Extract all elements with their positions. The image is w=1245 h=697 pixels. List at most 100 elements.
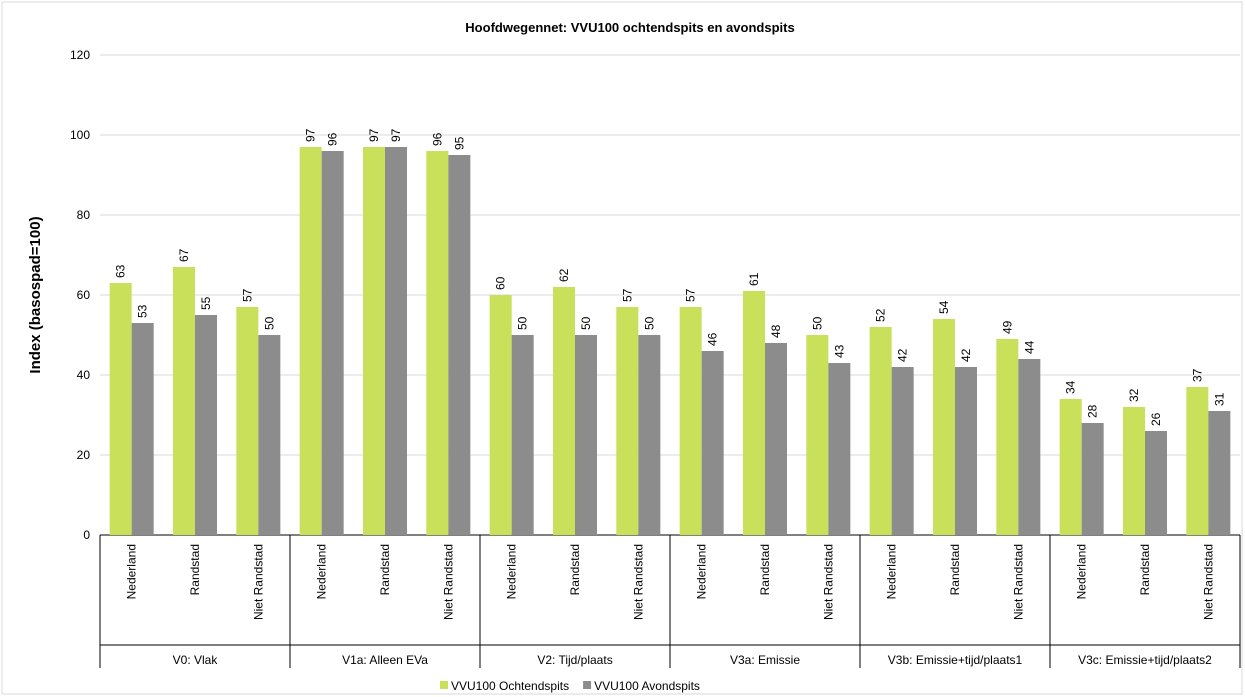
data-label: 49: [1000, 320, 1014, 334]
data-label: 28: [1086, 404, 1100, 418]
data-label: 97: [304, 128, 318, 142]
data-label: 62: [557, 268, 571, 282]
data-label: 97: [389, 128, 403, 142]
data-label: 32: [1127, 388, 1141, 402]
x-tick-label: Niet Randstad: [441, 544, 455, 620]
bar: [236, 307, 259, 535]
group-label: V0: Vlak: [173, 653, 219, 667]
data-label: 57: [684, 288, 698, 302]
bar: [109, 283, 132, 535]
x-tick-label: Niet Randstad: [1011, 544, 1025, 620]
bar: [1018, 359, 1041, 535]
data-label: 95: [452, 136, 466, 150]
data-label: 48: [769, 324, 783, 338]
group-label: V1a: Alleen EVa: [342, 653, 428, 667]
data-label: 43: [832, 344, 846, 358]
y-tick-label: 40: [77, 368, 91, 382]
bar: [701, 351, 724, 535]
data-label: 50: [262, 316, 276, 330]
data-label: 60: [494, 276, 508, 290]
bar: [448, 155, 471, 535]
bar: [299, 147, 322, 535]
bar: [553, 287, 575, 535]
bar: [765, 343, 787, 535]
bar: [1081, 423, 1104, 535]
data-label: 31: [1212, 392, 1226, 406]
bar: [385, 147, 407, 535]
bar: [363, 147, 385, 535]
data-label: 37: [1190, 368, 1204, 382]
data-label: 53: [136, 304, 150, 318]
x-tick-label: Randstad: [188, 544, 202, 595]
bar: [996, 339, 1019, 535]
bar: [1123, 407, 1145, 535]
x-tick-label: Niet Randstad: [1201, 544, 1215, 620]
data-label: 50: [579, 316, 593, 330]
data-label: 67: [177, 248, 191, 262]
data-label: 42: [959, 348, 973, 362]
bar: [743, 291, 765, 535]
x-tick-label: Nederland: [695, 544, 709, 599]
bar: [489, 295, 512, 535]
data-label: 50: [516, 316, 530, 330]
data-label: 97: [367, 128, 381, 142]
bar: [426, 151, 449, 535]
group-label: V3b: Emissie+tijd/plaats1: [888, 653, 1023, 667]
data-label: 42: [896, 348, 910, 362]
bar: [575, 335, 597, 535]
bar: [869, 327, 892, 535]
bar: [511, 335, 534, 535]
x-tick-label: Randstad: [378, 544, 392, 595]
bar: [806, 335, 829, 535]
y-axis-label: Index (basospad=100): [27, 216, 44, 373]
data-label: 52: [874, 308, 888, 322]
x-tick-label: Nederland: [885, 544, 899, 599]
data-label: 50: [642, 316, 656, 330]
legend-swatch: [583, 681, 592, 689]
data-label: 57: [620, 288, 634, 302]
bar: [891, 367, 914, 535]
data-label: 96: [326, 132, 340, 146]
legend-label: VVU100 Avondspits: [594, 679, 700, 693]
bar: [1208, 411, 1231, 535]
bar: [616, 307, 639, 535]
x-tick-label: Randstad: [568, 544, 582, 595]
y-tick-label: 20: [77, 448, 91, 462]
y-tick-label: 0: [83, 528, 90, 542]
bar: [679, 307, 702, 535]
data-label: 63: [114, 264, 128, 278]
bar: [195, 315, 217, 535]
x-tick-label: Nederland: [125, 544, 139, 599]
bar: [258, 335, 281, 535]
group-label: V2: Tijd/plaats: [537, 653, 612, 667]
x-tick-label: Randstad: [948, 544, 962, 595]
bar: [955, 367, 977, 535]
bar: [1186, 387, 1209, 535]
x-tick-label: Nederland: [315, 544, 329, 599]
y-tick-label: 120: [70, 48, 90, 62]
data-label: 57: [240, 288, 254, 302]
bar: [1059, 399, 1082, 535]
data-label: 55: [199, 296, 213, 310]
x-tick-label: Nederland: [505, 544, 519, 599]
legend-swatch: [440, 681, 448, 689]
data-label: 61: [747, 272, 761, 286]
y-tick-label: 80: [77, 208, 91, 222]
chart-title: Hoofdwegennet: VVU100 ochtendspits en av…: [465, 20, 794, 35]
bar: [638, 335, 661, 535]
group-label: V3a: Emissie: [730, 653, 800, 667]
data-label: 96: [430, 132, 444, 146]
bar: [933, 319, 955, 535]
legend-label: VVU100 Ochtendspits: [451, 679, 569, 693]
y-tick-label: 100: [70, 128, 90, 142]
x-tick-label: Niet Randstad: [821, 544, 835, 620]
bar: [321, 151, 344, 535]
x-tick-label: Randstad: [758, 544, 772, 595]
bar: [131, 323, 154, 535]
data-label: 50: [810, 316, 824, 330]
x-tick-label: Niet Randstad: [251, 544, 265, 620]
bar: [828, 363, 851, 535]
data-label: 44: [1022, 340, 1036, 354]
data-label: 26: [1149, 412, 1163, 426]
